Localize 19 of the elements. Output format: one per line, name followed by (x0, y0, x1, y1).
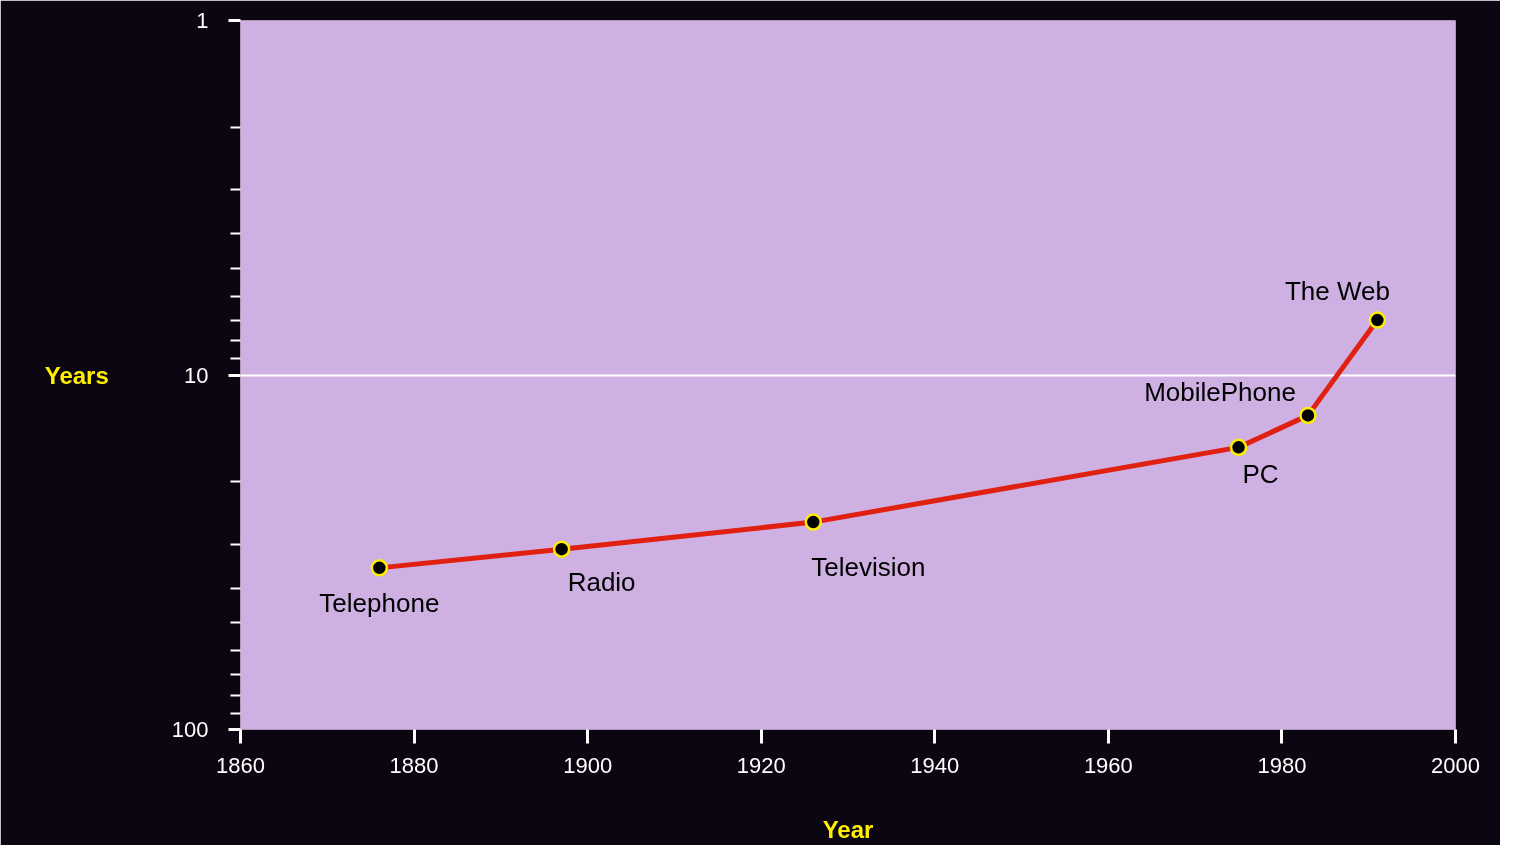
x-tick-label: 1860 (216, 752, 265, 778)
annotation: Telephone (319, 587, 440, 618)
x-axis-title: Year (822, 815, 874, 843)
x-tick-label: 1900 (563, 752, 613, 778)
annotation: Television (811, 552, 926, 583)
y-tick-label: 10 (184, 362, 209, 388)
x-tick-label: 1920 (736, 752, 786, 778)
x-tick-label: 2000 (1431, 752, 1480, 778)
x-tick-label: 1960 (1083, 752, 1133, 778)
x-tick-label: 1980 (1257, 752, 1307, 778)
y-tick-label: 100 (171, 717, 209, 742)
annotation: MobilePhone (1144, 377, 1296, 408)
annotation: The Web (1284, 276, 1390, 307)
x-tick-label: 1940 (910, 752, 960, 778)
annotation: Radio (567, 567, 636, 598)
y-axis-title: Years (44, 361, 109, 389)
y-tick-label: 1 (196, 8, 209, 33)
x-tick-label: 1880 (389, 752, 439, 778)
annotation: PC (1242, 459, 1279, 490)
